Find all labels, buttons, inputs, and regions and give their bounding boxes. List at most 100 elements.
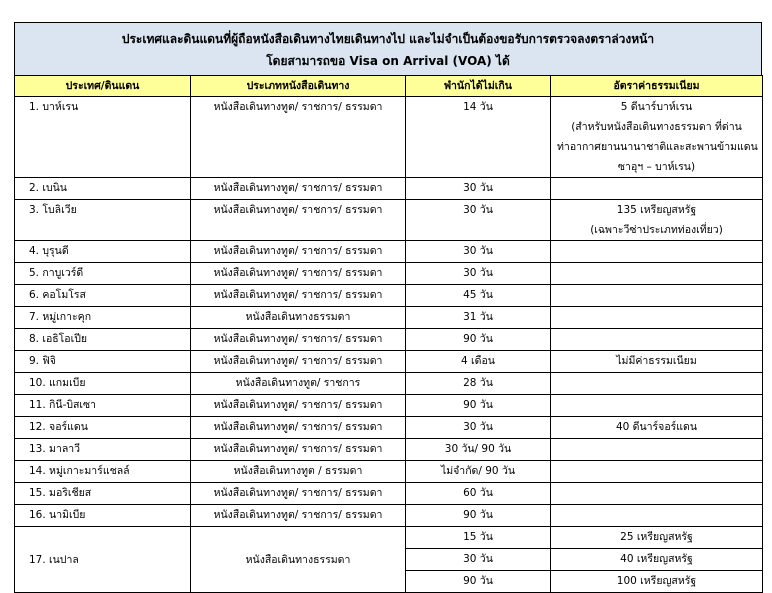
stay-cell: 30 วัน (405, 262, 551, 285)
country-cell: 10. แกมเบีย (14, 372, 191, 395)
fee-text: ไม่มีค่าธรรมเนียม (616, 355, 697, 367)
country-cell: 5. กาบูเวร์ดี (14, 262, 191, 285)
passport-cell: หนังสือเดินทางทูต/ ราชการ/ ธรรมดา (190, 394, 406, 417)
stay-cell: 60 วัน (405, 482, 551, 505)
passport-cell: หนังสือเดินทางทูต/ ราชการ (190, 372, 406, 395)
stay-cell: 30 วัน (405, 199, 551, 241)
country-cell: 8. เอธิโอเปีย (14, 328, 191, 351)
table-row: 6. คอโมโรส หนังสือเดินทางทูต/ ราชการ/ ธรร… (14, 284, 763, 307)
fee-cell (550, 177, 763, 200)
stay-cell: 30 วัน/ 90 วัน (405, 438, 551, 461)
country-cell: 9. ฟิจิ (14, 350, 191, 373)
table-row: 4. บุรุนดี หนังสือเดินทางทูต/ ราชการ/ ธรร… (14, 240, 763, 263)
passport-cell: หนังสือเดินทางทูต/ ราชการ/ ธรรมดา (190, 504, 406, 527)
passport-cell: หนังสือเดินทางทูต/ ราชการ/ ธรรมดา (190, 328, 406, 351)
fee-text: (เฉพาะวีซ่าประเภทท่องเที่ยว) (590, 224, 723, 236)
table-row: 17. เนปาล หนังสือเดินทางธรรมดา 15 วัน 25 เห… (14, 526, 763, 593)
table-row: 16. นามิเบีย หนังสือเดินทางทูต/ ราชการ/ ธ… (14, 504, 763, 527)
fee-cell: 40 เหรียญสหรัฐ (550, 548, 763, 571)
fee-cell (550, 372, 763, 395)
stay-cell: 45 วัน (405, 284, 551, 307)
country-cell: 3. โบลิเวีย (14, 199, 191, 241)
passport-cell: หนังสือเดินทางทูต/ ราชการ/ ธรรมดา (190, 350, 406, 373)
stay-cell: 28 วัน (405, 372, 551, 395)
passport-cell: หนังสือเดินทางทูต/ ราชการ/ ธรรมดา (190, 177, 406, 200)
fee-cell: 135 เหรียญสหรัฐ (เฉพาะวีซ่าประเภทท่องเที่… (550, 199, 763, 241)
table-row: 10. แกมเบีย หนังสือเดินทางทูต/ ราชการ 28 ว… (14, 372, 763, 395)
stay-cell: 30 วัน (405, 416, 551, 439)
fee-cell (550, 262, 763, 285)
fee-text: (สำหรับหนังสือเดินทางธรรมดา ที่ด่าน (571, 121, 742, 133)
country-cell: 11. กินี-บิสเซา (14, 394, 191, 417)
fee-cell (550, 394, 763, 417)
country-cell: 2. เบนิน (14, 177, 191, 200)
fee-cell: 40 ดีนาร์จอร์แดน (550, 416, 763, 439)
fee-text: 100 เหรียญสหรัฐ (616, 575, 697, 587)
country-cell: 17. เนปาล (14, 526, 191, 593)
country-cell: 13. มาลาวี (14, 438, 191, 461)
table-row: 5. กาบูเวร์ดี หนังสือเดินทางทูต/ ราชการ/ … (14, 262, 763, 285)
fee-cell: ไม่มีค่าธรรมเนียม (550, 350, 763, 373)
title-line: โดยสามารถขอ Visa on Arrival (VOA) ได้ (266, 54, 510, 68)
table-row: 15. มอริเชียส หนังสือเดินทางทูต/ ราชการ/ … (14, 482, 763, 505)
stay-cell: 15 วัน (405, 526, 551, 549)
fee-cell: 25 เหรียญสหรัฐ (550, 526, 763, 549)
fee-cell (550, 460, 763, 483)
header-cell: ประเทศ/ดินแดน (14, 75, 191, 97)
stay-cell: 14 วัน (405, 96, 551, 178)
passport-cell: หนังสือเดินทางทูต/ ราชการ/ ธรรมดา (190, 438, 406, 461)
fee-cell (550, 438, 763, 461)
fee-text: ท่าอากาศยานนานาชาติและสะพานข้ามแดน (557, 141, 758, 153)
passport-cell: หนังสือเดินทางทูต/ ราชการ/ ธรรมดา (190, 416, 406, 439)
country-cell: 12. จอร์แดน (14, 416, 191, 439)
table-row: 1. บาห์เรน หนังสือเดินทางทูต/ ราชการ/ ธรร… (14, 96, 763, 178)
passport-cell: หนังสือเดินทางทูต/ ราชการ/ ธรรมดา (190, 262, 406, 285)
fee-cell: 5 ดีนาร์บาห์เรน (สำหรับหนังสือเดินทางธรรม… (550, 96, 763, 178)
fee-cell (550, 306, 763, 329)
table-row: 2. เบนิน หนังสือเดินทางทูต/ ราชการ/ ธรรมด… (14, 177, 763, 200)
country-cell: 1. บาห์เรน (14, 96, 191, 178)
stay-cell: 90 วัน (405, 504, 551, 527)
header-cell: อัตราค่าธรรมเนียม (550, 75, 763, 97)
stay-cell: 30 วัน (405, 548, 551, 571)
header-cell: พำนักได้ไม่เกิน (405, 75, 551, 97)
stay-cell: 90 วัน (405, 394, 551, 417)
country-cell: 4. บุรุนดี (14, 240, 191, 263)
passport-cell: หนังสือเดินทางทูต/ ราชการ/ ธรรมดา (190, 482, 406, 505)
table-row: 9. ฟิจิ หนังสือเดินทางทูต/ ราชการ/ ธรรมดา… (14, 350, 763, 373)
fee-cell (550, 482, 763, 505)
fee-text: 5 ดีนาร์บาห์เรน (620, 101, 693, 113)
fee-cell (550, 240, 763, 263)
fee-text: 135 เหรียญสหรัฐ (616, 204, 697, 216)
table-row: 12. จอร์แดน หนังสือเดินทางทูต/ ราชการ/ ธร… (14, 416, 763, 439)
country-cell: 7. หมู่เกาะคุก (14, 306, 191, 329)
passport-cell: หนังสือเดินทางทูต/ ราชการ/ ธรรมดา (190, 284, 406, 307)
fee-cell: 100 เหรียญสหรัฐ (550, 570, 763, 593)
table-row: 8. เอธิโอเปีย หนังสือเดินทางทูต/ ราชการ/ … (14, 328, 763, 351)
passport-cell: หนังสือเดินทางธรรมดา (190, 526, 406, 593)
stay-cell: 90 วัน (405, 328, 551, 351)
table-row: 3. โบลิเวีย หนังสือเดินทางทูต/ ราชการ/ ธร… (14, 199, 763, 241)
passport-cell: หนังสือเดินทางทูต / ธรรมดา (190, 460, 406, 483)
stay-cell: 90 วัน (405, 570, 551, 593)
stay-cell: ไม่จำกัด/ 90 วัน (405, 460, 551, 483)
header-row: ประเทศ/ดินแดน ประเภทหนังสือเดินทาง พำนักได… (14, 75, 763, 97)
stay-cell: 30 วัน (405, 177, 551, 200)
passport-cell: หนังสือเดินทางทูต/ ราชการ/ ธรรมดา (190, 199, 406, 241)
passport-cell: หนังสือเดินทางทูต/ ราชการ/ ธรรมดา (190, 96, 406, 178)
table-row: 7. หมู่เกาะคุก หนังสือเดินทางธรรมดา 31 วัน (14, 306, 763, 329)
title-line: ประเทศและดินแดนที่ผู้ถือหนังสือเดินทางไท… (121, 32, 655, 46)
fee-text: ซาอุฯ – บาห์เรน) (617, 161, 696, 173)
document: ประเทศและดินแดนที่ผู้ถือหนังสือเดินทางไท… (14, 22, 763, 593)
country-cell: 15. มอริเชียส (14, 482, 191, 505)
table-row: 13. มาลาวี หนังสือเดินทางทูต/ ราชการ/ ธรร… (14, 438, 763, 461)
fee-cell (550, 504, 763, 527)
stay-cell: 4 เดือน (405, 350, 551, 373)
country-cell: 6. คอโมโรส (14, 284, 191, 307)
fee-cell (550, 328, 763, 351)
country-cell: 16. นามิเบีย (14, 504, 191, 527)
stay-cell: 31 วัน (405, 306, 551, 329)
country-cell: 14. หมู่เกาะมาร์แชลล์ (14, 460, 191, 483)
table-row: 11. กินี-บิสเซา หนังสือเดินทางทูต/ ราชการ… (14, 394, 763, 417)
